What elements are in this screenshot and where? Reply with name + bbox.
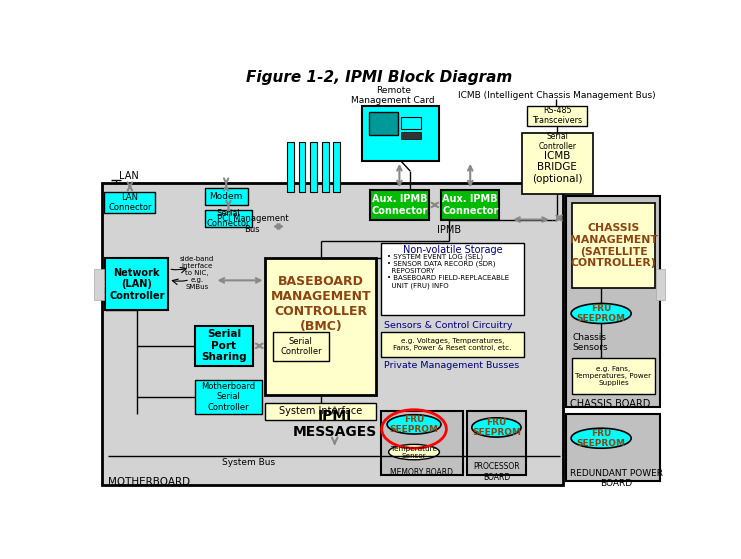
Text: >: >	[656, 279, 665, 289]
Ellipse shape	[571, 428, 631, 448]
Ellipse shape	[388, 444, 439, 460]
Bar	[467, 411, 525, 475]
Ellipse shape	[571, 304, 631, 324]
Bar	[265, 403, 376, 420]
Bar	[572, 203, 655, 288]
Text: BASEBOARD
MANAGEMENT
CONTROLLER
(BMC): BASEBOARD MANAGEMENT CONTROLLER (BMC)	[270, 275, 371, 333]
Text: RS-485
Transceivers: RS-485 Transceivers	[532, 106, 582, 125]
Text: Sensors & Control Circuitry: Sensors & Control Circuitry	[384, 320, 513, 329]
Bar	[195, 326, 253, 366]
Text: Aux. IPMB
Connector: Aux. IPMB Connector	[442, 194, 499, 216]
Text: Private Management Busses: Private Management Busses	[384, 361, 519, 371]
Bar	[572, 358, 655, 394]
Bar	[273, 332, 328, 361]
Text: Serial
Connector: Serial Connector	[207, 209, 250, 229]
Bar	[310, 142, 317, 192]
Text: Figure 1-2, IPMI Block Diagram: Figure 1-2, IPMI Block Diagram	[246, 70, 513, 86]
Text: <: <	[94, 279, 104, 289]
Bar	[527, 106, 588, 126]
Bar	[102, 183, 562, 485]
Bar	[368, 112, 398, 135]
Bar	[381, 243, 524, 315]
Bar	[195, 380, 262, 414]
Text: PROCESSOR
BOARD: PROCESSOR BOARD	[473, 462, 519, 482]
Bar	[370, 190, 428, 220]
Bar	[105, 258, 168, 310]
Text: FRU
SEEPROM: FRU SEEPROM	[576, 429, 625, 448]
Ellipse shape	[472, 418, 521, 437]
Bar	[322, 142, 328, 192]
Bar	[401, 132, 421, 139]
Bar	[104, 192, 156, 214]
Text: • SYSTEM EVENT LOG (SEL)
• SENSOR DATA RECORD (SDR)
  REPOSITORY
• BASEBOARD FIE: • SYSTEM EVENT LOG (SEL) • SENSOR DATA R…	[387, 253, 509, 289]
Text: CHASSIS
MANAGEMENT
(SATELLITE
CONTROLLER): CHASSIS MANAGEMENT (SATELLITE CONTROLLER…	[570, 223, 657, 268]
Text: Modem: Modem	[210, 192, 243, 201]
Text: FRU
SEEPROM: FRU SEEPROM	[472, 418, 521, 437]
Text: Remote
Management Card: Remote Management Card	[351, 86, 435, 105]
Text: Motherboard
Serial
Controller: Motherboard Serial Controller	[202, 382, 256, 411]
Bar	[265, 258, 376, 395]
Bar	[94, 269, 104, 300]
Bar	[333, 142, 340, 192]
Bar	[287, 142, 294, 192]
Text: Network
(LAN)
Controller: Network (LAN) Controller	[109, 268, 165, 301]
Bar	[205, 188, 247, 205]
Bar	[441, 190, 499, 220]
Bar	[381, 411, 462, 475]
Text: Non-volatile Storage: Non-volatile Storage	[402, 245, 502, 255]
Text: FRU
SEEPROM: FRU SEEPROM	[390, 415, 439, 434]
Text: System Interface: System Interface	[279, 406, 362, 416]
Bar	[299, 142, 305, 192]
Text: Serial
Controller: Serial Controller	[538, 132, 576, 151]
Text: LAN: LAN	[119, 172, 139, 182]
Text: IPMB: IPMB	[436, 225, 461, 235]
Ellipse shape	[387, 415, 441, 434]
Text: Serial
Port
Sharing: Serial Port Sharing	[201, 329, 247, 362]
Text: Aux. IPMB
Connector: Aux. IPMB Connector	[371, 194, 428, 216]
Text: LAN
Connector: LAN Connector	[108, 193, 152, 212]
Text: FRU
SEEPROM: FRU SEEPROM	[576, 304, 625, 323]
Text: REDUNDANT POWER
BOARD: REDUNDANT POWER BOARD	[570, 468, 662, 488]
Bar	[205, 210, 253, 228]
Text: System Bus: System Bus	[222, 458, 275, 467]
Text: PCI Management
Bus: PCI Management Bus	[216, 215, 288, 234]
Bar	[566, 196, 660, 408]
Text: MEMORY BOARD: MEMORY BOARD	[391, 467, 453, 477]
Text: Serial
Controller: Serial Controller	[280, 337, 322, 356]
Bar	[401, 117, 421, 129]
Text: side-band
interface
to NIC,
e.g.
SMBus: side-band interface to NIC, e.g. SMBus	[180, 255, 214, 290]
Bar	[522, 132, 593, 194]
Text: Temperature
Sensor: Temperature Sensor	[391, 446, 437, 458]
Text: e.g. Fans,
Temperatures, Power
Supplies: e.g. Fans, Temperatures, Power Supplies	[576, 366, 651, 386]
Text: MOTHERBOARD: MOTHERBOARD	[108, 477, 190, 487]
Text: e.g. Voltages, Temperatures,
Fans, Power & Reset control, etc.: e.g. Voltages, Temperatures, Fans, Power…	[393, 338, 512, 351]
Text: CHASSIS BOARD: CHASSIS BOARD	[570, 399, 650, 409]
Bar	[381, 332, 524, 357]
Bar	[656, 269, 665, 300]
Text: IPMI
MESSAGES: IPMI MESSAGES	[293, 409, 377, 439]
Text: ICMB (Intelligent Chassis Management Bus): ICMB (Intelligent Chassis Management Bus…	[458, 91, 655, 100]
Bar	[362, 106, 439, 161]
Text: Chassis
Sensors: Chassis Sensors	[572, 333, 608, 352]
Bar	[566, 414, 660, 481]
Text: ICMB
BRIDGE
(optional): ICMB BRIDGE (optional)	[532, 150, 582, 184]
